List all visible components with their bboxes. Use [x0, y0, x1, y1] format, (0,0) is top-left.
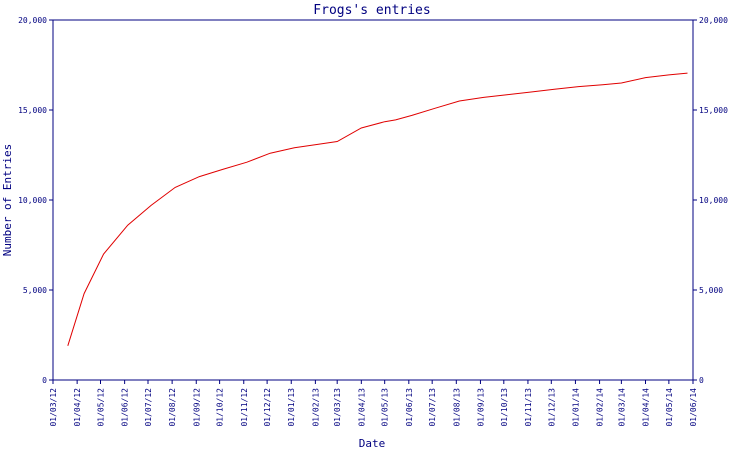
- x-tick-label: 01/04/12: [73, 388, 82, 427]
- x-tick-label: 01/12/13: [547, 388, 556, 427]
- x-tick-label: 01/09/12: [192, 388, 201, 427]
- x-tick-label: 01/05/13: [381, 388, 390, 427]
- y-tick-label-right: 5,000: [699, 286, 723, 295]
- y-axis-label: Number of Entries: [1, 144, 14, 257]
- x-tick-label: 01/11/12: [240, 388, 249, 427]
- chart-title: Frogs's entries: [313, 3, 430, 18]
- x-tick-label: 01/04/14: [642, 388, 651, 427]
- y-tick-label-left: 20,000: [18, 16, 47, 25]
- x-tick-label: 01/02/13: [311, 388, 320, 427]
- x-tick-label: 01/06/12: [121, 388, 130, 427]
- x-tick-label: 01/08/12: [168, 388, 177, 427]
- x-tick-label: 01/07/13: [428, 388, 437, 427]
- x-tick-label: 01/03/13: [333, 388, 342, 427]
- x-tick-label: 01/09/13: [476, 388, 485, 427]
- y-tick-label-right: 0: [699, 376, 704, 385]
- x-tick-label: 01/07/12: [144, 388, 153, 427]
- y-tick-label-left: 5,000: [23, 286, 47, 295]
- x-tick-label: 01/05/14: [665, 388, 674, 427]
- x-tick-label: 01/01/13: [287, 388, 296, 427]
- x-tick-label: 01/06/14: [689, 388, 698, 427]
- x-tick-label: 01/10/13: [500, 388, 509, 427]
- y-axis-left: 0 5,000 10,000 15,000 20,000: [18, 16, 53, 385]
- x-tick-label: 01/06/13: [405, 388, 414, 427]
- y-tick-label-right: 20,000: [699, 16, 728, 25]
- x-tick-label: 01/01/14: [571, 388, 580, 427]
- x-tick-label: 01/12/12: [263, 388, 272, 427]
- x-tick-label: 01/04/13: [357, 388, 366, 427]
- x-axis-label: Date: [359, 437, 386, 450]
- y-tick-label-right: 15,000: [699, 106, 728, 115]
- x-tick-label: 01/03/14: [617, 388, 626, 427]
- x-tick-label: 01/11/13: [524, 388, 533, 427]
- x-tick-label: 01/03/12: [49, 388, 58, 427]
- x-tick-label: 01/05/12: [96, 388, 105, 427]
- x-tick-label: 01/02/14: [596, 388, 605, 427]
- y-tick-label-left: 0: [42, 376, 47, 385]
- x-tick-label: 01/10/12: [216, 388, 225, 427]
- y-tick-label-right: 10,000: [699, 196, 728, 205]
- y-tick-label-left: 10,000: [18, 196, 47, 205]
- x-tick-label: 01/08/13: [452, 388, 461, 427]
- x-axis: 01/03/12 01/04/12 01/05/12 01/06/12 01/07/12…: [49, 380, 698, 427]
- plot-frame: [52, 19, 694, 381]
- y-tick-label-left: 15,000: [18, 106, 47, 115]
- y-axis-right: 0 5,000 10,000 15,000 20,000: [693, 16, 728, 385]
- series-line-entries: [67, 72, 688, 346]
